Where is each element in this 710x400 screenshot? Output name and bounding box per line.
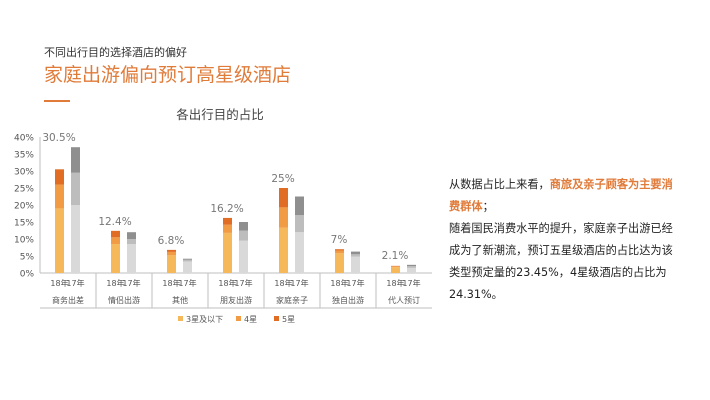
chart-title: 各出行目的占比 <box>176 107 264 122</box>
legend-swatch <box>274 316 279 321</box>
bar-17-1 <box>351 254 360 257</box>
bar-18-1 <box>223 224 232 233</box>
category-label: 朋友出游 <box>220 295 252 305</box>
bar-17-2 <box>407 264 416 267</box>
y-tick-label: 30% <box>14 168 34 178</box>
bar-total-label: 16.2% <box>210 203 243 215</box>
bar-18-1 <box>391 266 400 268</box>
legend-swatch <box>178 316 183 321</box>
year-label-18: 18年 <box>330 278 348 288</box>
bar-17-0 <box>127 244 136 273</box>
bar-17-1 <box>239 230 248 241</box>
bar-18-0 <box>279 227 288 273</box>
bar-18-1 <box>167 251 176 256</box>
bar-total-label: 2.1% <box>382 250 409 262</box>
year-label-17: 17年 <box>234 278 252 288</box>
category-label: 家庭亲子 <box>276 295 308 305</box>
bar-17-0 <box>239 240 248 273</box>
year-label-17: 17年 <box>122 278 140 288</box>
bar-17-2 <box>71 147 80 173</box>
category-label: 商务出差 <box>52 295 84 305</box>
insight-text: 从数据占比上来看，商旅及亲子顾客为主要消费群体； 随着国民消费水平的提升，家庭亲… <box>449 174 674 306</box>
bar-total-label: 6.8% <box>158 235 185 247</box>
year-label-18: 18年 <box>386 278 404 288</box>
legend-label: 4星 <box>244 315 257 324</box>
year-label-18: 18年 <box>106 278 124 288</box>
bar-total-label: 7% <box>331 234 348 246</box>
bar-17-2 <box>183 258 192 260</box>
bar-total-label: 25% <box>271 173 294 185</box>
insight-p2: 随着国民消费水平的提升，家庭亲子出游已经成为了新潮流，预订五星级酒店的占比达为该… <box>449 222 673 301</box>
bar-18-2 <box>167 249 176 252</box>
bar-17-2 <box>127 232 136 239</box>
year-label-17: 17年 <box>178 278 196 288</box>
bar-17-1 <box>407 266 416 268</box>
bar-17-2 <box>351 251 360 255</box>
category-label: 其他 <box>172 295 188 305</box>
category-label: 代人预订 <box>388 295 420 305</box>
year-label-17: 17年 <box>290 278 308 288</box>
category-label: 情侣出游 <box>108 295 140 305</box>
legend-label: 5星 <box>282 315 295 324</box>
bar-17-0 <box>407 267 416 273</box>
bar-18-0 <box>167 255 176 273</box>
bar-17-1 <box>295 215 304 233</box>
bar-17-2 <box>239 222 248 231</box>
y-tick-label: 0% <box>20 270 35 280</box>
year-label-18: 18年 <box>162 278 180 288</box>
category-label: 独自出游 <box>332 295 364 305</box>
y-tick-label: 15% <box>14 219 34 229</box>
y-tick-label: 40% <box>14 134 34 144</box>
bar-17-0 <box>351 256 360 273</box>
y-tick-label: 10% <box>14 236 34 246</box>
y-tick-label: 25% <box>14 185 34 195</box>
bar-18-2 <box>223 217 232 225</box>
y-tick-label: 5% <box>20 253 35 263</box>
bar-18-0 <box>335 253 344 273</box>
y-tick-label: 20% <box>14 202 34 212</box>
insight-p1-suffix: ； <box>482 200 494 213</box>
insight-p1-highlight: 商旅及亲子顾客为主要消费群体 <box>449 178 673 213</box>
bar-18-2 <box>335 249 344 251</box>
bar-17-1 <box>127 239 136 245</box>
y-tick-label: 35% <box>14 151 34 161</box>
bar-18-1 <box>279 207 288 228</box>
stacked-bar-chart: 0%5%10%15%20%25%30%35%40% 30.5%18年17年商务出差… <box>14 132 432 324</box>
bar-17-0 <box>295 232 304 273</box>
year-label-17: 17年 <box>346 278 364 288</box>
bar-18-1 <box>335 250 344 254</box>
legend-swatch <box>236 316 241 321</box>
year-label-17: 17年 <box>66 278 84 288</box>
bar-total-label: 30.5% <box>42 132 75 144</box>
slide-title: 家庭出游偏向预订高星级酒店 <box>44 64 292 86</box>
bar-17-2 <box>295 196 304 216</box>
bar-18-0 <box>111 244 120 273</box>
bar-18-0 <box>55 208 64 273</box>
year-label-18: 18年 <box>218 278 236 288</box>
legend-label: 3星及以下 <box>186 315 223 324</box>
bar-17-0 <box>183 261 192 273</box>
year-label-17: 17年 <box>402 278 420 288</box>
bar-17-1 <box>71 172 80 205</box>
insight-p1-prefix: 从数据占比上来看， <box>449 178 550 191</box>
year-label-18: 18年 <box>274 278 292 288</box>
bar-17-0 <box>71 205 80 273</box>
bar-18-0 <box>391 267 400 273</box>
slide-subtitle: 不同出行目的选择酒店的偏好 <box>44 46 187 59</box>
bar-total-label: 12.4% <box>98 216 131 228</box>
title-accent-bar <box>44 100 70 102</box>
year-label-18: 18年 <box>50 278 68 288</box>
bar-17-1 <box>183 259 192 262</box>
bar-18-0 <box>223 232 232 273</box>
bar-18-2 <box>55 169 64 185</box>
bar-18-2 <box>111 230 120 238</box>
bar-18-2 <box>279 188 288 208</box>
bar-18-1 <box>111 237 120 245</box>
bar-18-1 <box>55 184 64 209</box>
